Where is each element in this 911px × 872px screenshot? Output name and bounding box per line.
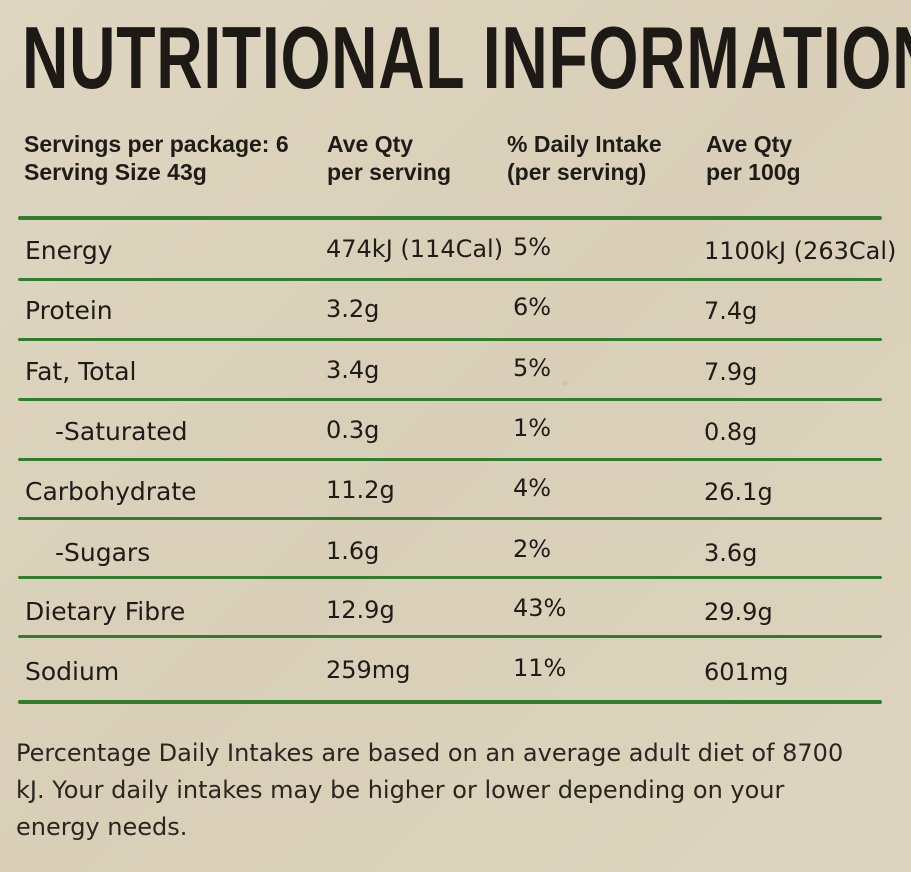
table-row: -Saturated 0.3g 1% 0.8g <box>0 400 911 460</box>
header-serving-line-2: per serving <box>327 159 451 185</box>
daily-intake-value: 2% <box>513 535 552 563</box>
per-100g-value: 3.6g <box>704 539 758 567</box>
header-daily-intake: % Daily Intake (per serving) <box>507 130 662 186</box>
table-row: Sodium 259mg 11% 601mg <box>0 640 911 700</box>
per-100g-value: 7.4g <box>704 297 758 325</box>
daily-intake-value: 11% <box>513 654 567 682</box>
per-serving-value: 474kJ (114Cal) <box>326 235 504 263</box>
table-row: Protein 3.2g 6% 7.4g <box>0 280 911 340</box>
per-100g-value: 601mg <box>704 658 789 686</box>
table-row: Dietary Fibre 12.9g 43% 29.9g <box>0 580 911 640</box>
header-di-line-1: % Daily Intake <box>507 131 662 157</box>
nutrient-name: Fat, Total <box>25 357 137 386</box>
row-divider <box>18 458 882 461</box>
table-row: Carbohydrate 11.2g 4% 26.1g <box>0 460 911 520</box>
daily-intake-value: 1% <box>513 414 552 442</box>
per-100g-value: 26.1g <box>704 478 773 506</box>
daily-intake-value: 5% <box>513 354 552 382</box>
per-serving-value: 259mg <box>326 656 411 684</box>
daily-intake-value: 4% <box>513 474 552 502</box>
row-divider <box>18 517 882 520</box>
header-servings: Servings per package: 6 Serving Size 43g <box>24 130 289 186</box>
nutrient-name: Carbohydrate <box>25 477 197 506</box>
table-row: Fat, Total 3.4g 5% 7.9g <box>0 340 911 400</box>
per-serving-value: 1.6g <box>326 537 380 565</box>
serving-size: Serving Size 43g <box>24 159 207 185</box>
per-100g-value: 29.9g <box>704 598 773 626</box>
header-ave-qty-per-100g: Ave Qty per 100g <box>706 130 801 186</box>
nutrient-name: Sodium <box>25 657 120 686</box>
nutrient-name: Dietary Fibre <box>25 597 186 626</box>
table-bottom-rule <box>18 700 882 704</box>
page-title: NUTRITIONAL INFORMATION <box>22 8 911 107</box>
per-100g-value: 0.8g <box>704 418 758 446</box>
nutrient-name: -Saturated <box>55 417 188 446</box>
row-divider <box>18 635 882 638</box>
header-di-line-2: (per serving) <box>507 159 647 185</box>
table-row: -Sugars 1.6g 2% 3.6g <box>0 520 911 580</box>
per-serving-value: 0.3g <box>326 416 380 444</box>
nutrient-name: -Sugars <box>55 538 151 567</box>
table-row: Energy 474kJ (114Cal) 5% 1100kJ (263Cal) <box>0 220 911 280</box>
header-serving-line-1: Ave Qty <box>327 131 414 157</box>
daily-intake-value: 6% <box>513 293 552 321</box>
row-divider <box>18 278 882 281</box>
daily-intake-value: 43% <box>513 594 567 622</box>
row-divider <box>18 576 882 579</box>
servings-per-package: Servings per package: 6 <box>24 131 289 157</box>
per-serving-value: 11.2g <box>326 476 395 504</box>
header-100g-line-1: Ave Qty <box>706 131 793 157</box>
nutrient-name: Energy <box>25 236 113 265</box>
nutrient-name: Protein <box>25 296 113 325</box>
per-serving-value: 12.9g <box>326 596 395 624</box>
header-ave-qty-per-serving: Ave Qty per serving <box>327 130 451 186</box>
daily-intake-value: 5% <box>513 233 552 261</box>
table-top-rule <box>18 216 882 220</box>
per-serving-value: 3.2g <box>326 295 380 323</box>
per-100g-value: 1100kJ (263Cal) <box>704 237 897 265</box>
per-100g-value: 7.9g <box>704 358 758 386</box>
header-100g-line-2: per 100g <box>706 159 801 185</box>
footnote: Percentage Daily Intakes are based on an… <box>16 739 844 841</box>
row-divider <box>18 338 882 341</box>
per-serving-value: 3.4g <box>326 356 380 384</box>
row-divider <box>18 398 882 401</box>
